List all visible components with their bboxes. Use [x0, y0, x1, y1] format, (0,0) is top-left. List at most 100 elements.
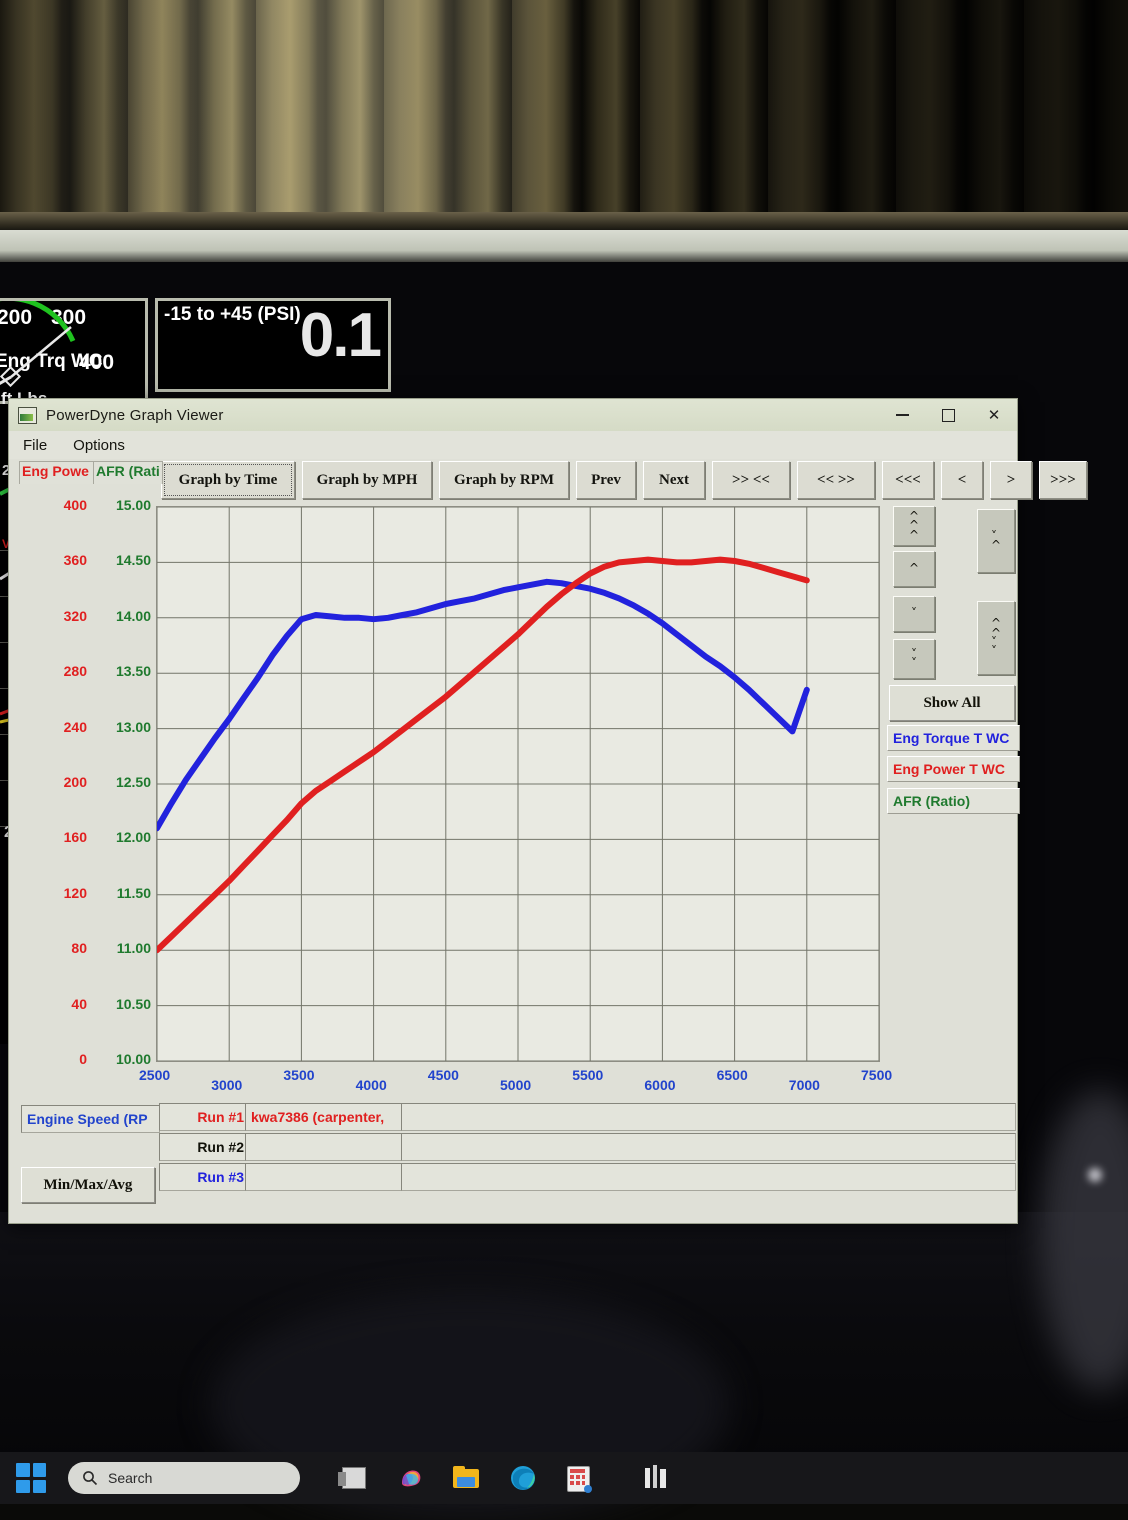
afr-tick: 14.00 [115, 607, 151, 624]
powerdyne-window[interactable]: PowerDyne Graph Viewer ✕ File Options Gr… [8, 398, 1087, 1224]
graph-by-rpm-button[interactable]: Graph by RPM [439, 461, 569, 499]
calculator-icon[interactable] [564, 1463, 594, 1493]
afr-tick: 15.00 [115, 497, 151, 513]
afr-tick: 11.00 [116, 940, 151, 957]
jump-left-button[interactable]: <<< [882, 461, 934, 499]
copilot-icon[interactable] [396, 1463, 426, 1493]
jump-right-button[interactable]: >>> [1039, 461, 1087, 499]
run3-extra-field[interactable] [401, 1163, 1016, 1191]
menu-bar[interactable]: File Options [9, 431, 1017, 459]
boost-range-label: -15 to +45 (PSI) [164, 304, 301, 325]
power-axis-header: Eng Powe [19, 461, 97, 484]
monitor-top-bezel [0, 212, 1128, 234]
run2-file-field[interactable] [245, 1133, 404, 1161]
window-titlebar[interactable]: PowerDyne Graph Viewer ✕ [9, 399, 1017, 431]
window-controls[interactable]: ✕ [879, 399, 1017, 431]
app-icon [18, 406, 37, 424]
search-icon [83, 1471, 98, 1486]
scroll-power-up-fast-button[interactable]: ^ ^ ^ [893, 506, 935, 546]
zoom-out-vertical-button[interactable]: ˅ ^ [977, 509, 1015, 573]
run2-label[interactable]: Run #2 [159, 1133, 250, 1161]
zoom-in-vertical-button[interactable]: ^ ^ ˅ ˅ [977, 601, 1015, 675]
min-max-avg-button[interactable]: Min/Max/Avg [21, 1167, 155, 1203]
next-button[interactable]: Next [643, 461, 705, 499]
scroll-power-down-button[interactable]: ˅ [893, 596, 935, 632]
search-input[interactable]: Search [68, 1462, 300, 1494]
metal-panel-backdrop [0, 0, 1128, 218]
file-explorer-icon[interactable] [452, 1463, 482, 1493]
x-axis-tick: 6500 [716, 1067, 748, 1083]
x-axis-tick: 6000 [644, 1077, 676, 1093]
x-axis-tick: 3000 [211, 1077, 243, 1093]
run1-label[interactable]: Run #1 [159, 1103, 250, 1131]
run1-label-text: Run #1 [197, 1109, 244, 1125]
run2-extra-field[interactable] [401, 1133, 1016, 1161]
scroll-power-down-fast-button[interactable]: ˅ ˅ [893, 639, 935, 679]
run1-file-text: kwa7386 (carpenter, [251, 1109, 385, 1125]
screen-glare-band [0, 230, 1128, 264]
graph-by-mph-button[interactable]: Graph by MPH [302, 461, 432, 499]
task-view-icon[interactable] [338, 1463, 370, 1493]
power-tick: 200 [63, 774, 87, 790]
expand-outward-button[interactable]: >> << [712, 461, 790, 499]
legend-item-power[interactable]: Eng Power T WC [887, 756, 1020, 782]
power-tick: 160 [63, 829, 87, 846]
x-axis-tick: 4500 [427, 1067, 459, 1083]
afr-axis-header: AFR (Rati [93, 461, 163, 484]
afr-tick: 12.50 [115, 774, 151, 790]
power-tick: 320 [63, 607, 87, 624]
bottle-glint [1088, 1168, 1102, 1182]
minimize-icon[interactable] [879, 399, 925, 431]
step-left-button[interactable]: < [941, 461, 983, 499]
graph-by-time-button[interactable]: Graph by Time [161, 461, 295, 499]
prev-button[interactable]: Prev [576, 461, 636, 499]
show-all-button[interactable]: Show All [889, 685, 1015, 721]
torque-gauge: 200 300 400 Eng Trq WC ft Lbs [0, 298, 148, 408]
chevrons-up-triple-icon: ^ ^ ^ [908, 508, 920, 542]
taskbar-icons[interactable] [338, 1463, 672, 1493]
x-axis-tick: 7500 [861, 1067, 893, 1083]
power-tick: 0 [79, 1051, 87, 1067]
afr-tick: 14.50 [115, 552, 151, 569]
power-tick: 280 [63, 663, 87, 680]
x-axis-label-text: Engine Speed (RP [27, 1111, 148, 1127]
windows-taskbar[interactable]: Search [0, 1452, 1128, 1504]
expand-inward-button[interactable]: << >> [797, 461, 875, 499]
scroll-power-up-button[interactable]: ^ [893, 551, 935, 587]
x-axis-label-field: Engine Speed (RP [21, 1105, 160, 1133]
step-right-button[interactable]: > [990, 461, 1032, 499]
chart-plot-area[interactable] [156, 506, 880, 1062]
power-curve-red [157, 556, 810, 954]
legend-label-torque: Eng Torque T WC [893, 730, 1010, 746]
run1-extra-field[interactable] [401, 1103, 1016, 1131]
run3-label[interactable]: Run #3 [159, 1163, 250, 1191]
afr-tick: 10.00 [115, 1051, 151, 1067]
run2-label-text: Run #2 [197, 1139, 244, 1155]
afr-tick: 10.50 [115, 995, 151, 1012]
menu-item-file[interactable]: File [23, 436, 48, 454]
afr-tick: 12.00 [115, 829, 151, 846]
power-tick: 80 [71, 940, 87, 957]
x-axis-tick: 4000 [355, 1077, 387, 1093]
boost-value: 0.1 [299, 301, 382, 370]
menu-item-options[interactable]: Options [73, 436, 125, 454]
close-icon[interactable]: ✕ [987, 407, 1001, 424]
app-icon[interactable] [642, 1463, 672, 1493]
windows-start-icon[interactable] [16, 1463, 46, 1493]
legend-item-torque[interactable]: Eng Torque T WC [887, 725, 1020, 751]
maximize-icon[interactable] [925, 399, 971, 431]
torque-gauge-tick-400: 400 [79, 351, 115, 374]
run1-file-field[interactable]: kwa7386 (carpenter, [245, 1103, 404, 1131]
chevron-up-icon: ^ [908, 561, 920, 576]
run3-file-field[interactable] [245, 1163, 404, 1191]
legend-item-afr[interactable]: AFR (Ratio) [887, 788, 1020, 814]
search-placeholder: Search [108, 1470, 153, 1486]
dyno-gauges-strip: 200 300 400 Eng Trq WC ft Lbs -15 to +45… [0, 288, 420, 408]
power-tick: 40 [71, 995, 87, 1012]
power-tick: 400 [63, 497, 87, 513]
torque-curve-blue [157, 578, 810, 832]
torque-gauge-tick-200: 200 [0, 306, 33, 329]
window-title: PowerDyne Graph Viewer [46, 406, 224, 424]
graph-toolbar[interactable]: Graph by Time Graph by MPH Graph by RPM … [161, 461, 1094, 499]
edge-icon[interactable] [508, 1463, 538, 1493]
